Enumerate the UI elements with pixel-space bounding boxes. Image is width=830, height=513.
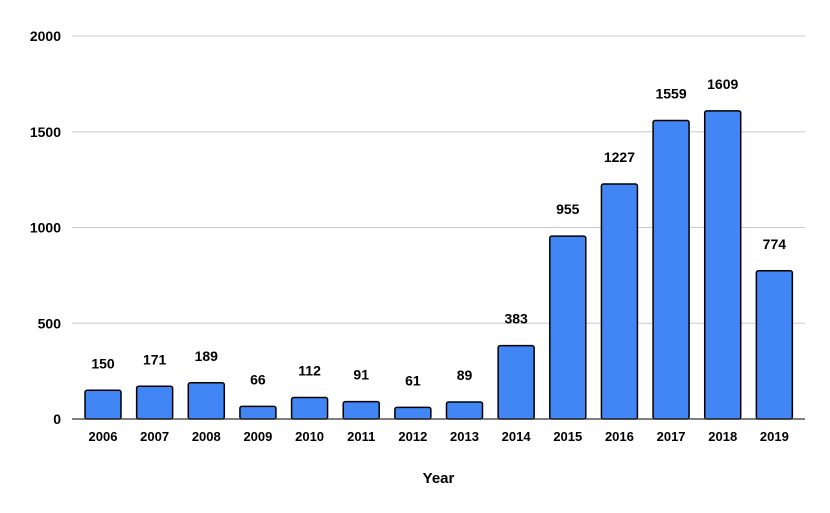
x-tick-label: 2008 (192, 429, 221, 444)
bar-2017 (652, 119, 690, 420)
bar-2010 (290, 396, 329, 420)
x-tick-label: 2013 (450, 429, 479, 444)
x-tick-label: 2007 (140, 429, 169, 444)
x-tick-label: 2016 (605, 429, 634, 444)
bar-2009 (239, 405, 277, 420)
bar-2007 (135, 385, 174, 420)
bar-2011 (342, 400, 380, 420)
y-axis-ticks: 0 500 1000 1500 2000 (30, 28, 61, 427)
bar-2014 (497, 344, 535, 420)
bar-2013 (445, 401, 484, 420)
gridlines (72, 35, 805, 324)
x-tick-label: 2009 (243, 429, 272, 444)
bar-value-label: 1559 (655, 85, 686, 101)
bar-value-label: 89 (457, 367, 473, 383)
bar-value-label: 955 (556, 201, 580, 217)
y-tick-label: 1000 (30, 220, 61, 236)
bar-value-label: 383 (504, 311, 528, 327)
x-tick-label: 2015 (553, 429, 582, 444)
bar-value-label: 91 (353, 367, 369, 383)
bar-value-label: 774 (763, 236, 787, 252)
bar-2015 (549, 235, 587, 420)
bar-2006 (84, 389, 122, 420)
bar-2008 (187, 382, 226, 420)
y-tick-label: 500 (38, 315, 62, 331)
x-tick-label: 2014 (502, 429, 532, 444)
x-tick-label: 2012 (398, 429, 427, 444)
bar-2016 (600, 183, 639, 420)
bar-value-label: 61 (405, 372, 421, 388)
bar-2018 (703, 110, 742, 420)
x-axis-title: Year (423, 470, 455, 487)
y-tick-label: 1500 (30, 124, 61, 140)
x-tick-label: 2010 (295, 429, 324, 444)
y-tick-label: 2000 (30, 28, 61, 44)
y-tick-label: 0 (53, 411, 61, 427)
x-tick-label: 2018 (708, 429, 737, 444)
x-tick-label: 2006 (89, 429, 118, 444)
bar-value-label: 150 (91, 355, 115, 371)
x-tick-label: 2017 (657, 429, 686, 444)
bars (84, 110, 794, 420)
bar-2012 (394, 406, 432, 420)
bar-value-label: 189 (195, 348, 219, 364)
bar-value-label: 1227 (604, 149, 635, 165)
bar-value-label: 1609 (707, 76, 738, 92)
x-tick-label: 2011 (347, 429, 375, 444)
bar-value-label: 112 (298, 363, 321, 379)
bar-2019 (755, 270, 794, 420)
x-tick-label: 2019 (760, 429, 789, 444)
bar-value-label: 171 (143, 351, 167, 367)
bar-value-label: 66 (250, 371, 266, 387)
x-axis-ticks: 2006 2007 2008 2009 2010 2011 2012 2013 2014 2015… (89, 429, 789, 444)
bar-value-labels: 150 171 189 66 112 91 61 89 383 955 1227 1559 1609 77… (91, 76, 786, 388)
